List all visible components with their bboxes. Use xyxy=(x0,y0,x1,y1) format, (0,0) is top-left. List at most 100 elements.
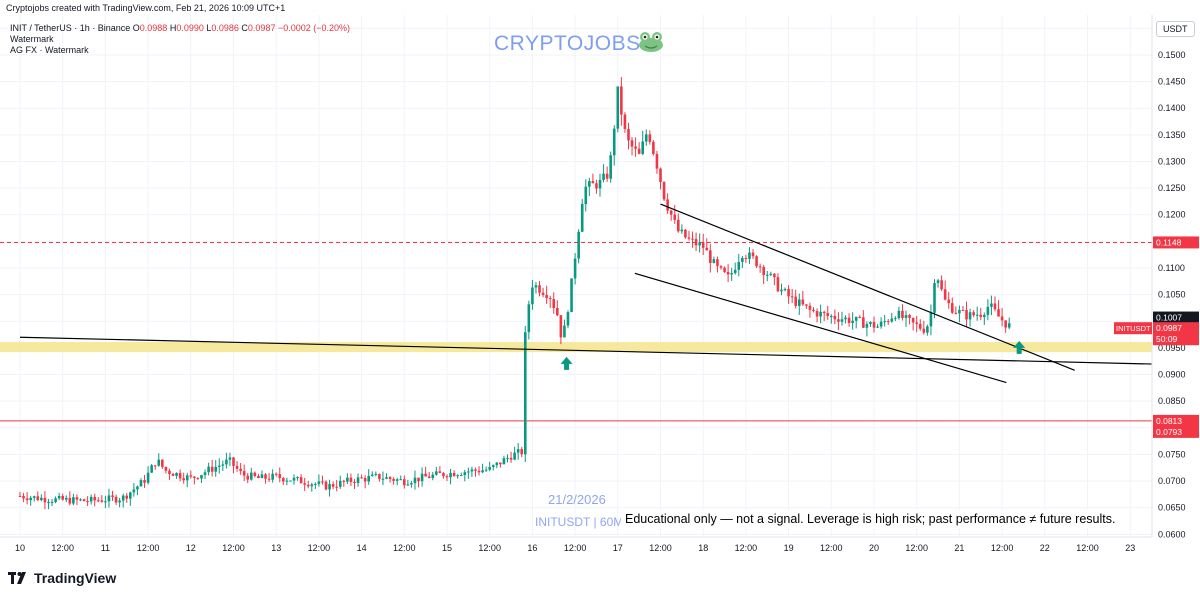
candle-body xyxy=(342,480,346,482)
candle-body xyxy=(136,486,139,490)
candle-body xyxy=(118,500,121,503)
candle-body xyxy=(477,470,481,473)
candle-body xyxy=(705,247,709,251)
level-tag-red-b-bg xyxy=(1153,425,1199,438)
legend-l-label: L xyxy=(206,23,212,33)
time-tick-label: 12:00 xyxy=(137,543,160,553)
tradingview-logo[interactable]: TradingView xyxy=(8,570,116,586)
candle-body xyxy=(801,299,805,305)
candle-body xyxy=(388,477,392,480)
candle-body xyxy=(410,483,413,485)
price-axis-bg xyxy=(1152,15,1200,562)
candle-body xyxy=(655,153,659,169)
candle-body xyxy=(114,496,118,503)
candle-body xyxy=(89,496,93,502)
candle-body xyxy=(25,498,29,501)
candle-body xyxy=(417,477,420,482)
candle-body xyxy=(488,467,491,470)
candle-body xyxy=(566,312,570,326)
candle-body xyxy=(150,465,153,473)
candle-body xyxy=(733,269,737,274)
candle-body xyxy=(207,466,210,473)
candle-body xyxy=(104,501,107,503)
candle-body xyxy=(64,497,68,500)
time-tick-label: 12:00 xyxy=(820,543,843,553)
candle-body xyxy=(139,480,143,487)
time-tick-label: 15 xyxy=(442,543,452,553)
candle-body xyxy=(370,474,374,476)
currency-button[interactable]: USDT xyxy=(1156,21,1195,37)
candle-body xyxy=(616,86,620,129)
candle-body xyxy=(918,323,922,329)
candle-body xyxy=(178,472,182,479)
candle-body xyxy=(467,471,470,473)
candle-body xyxy=(794,296,798,306)
candle-body xyxy=(986,306,990,315)
candle-body xyxy=(299,477,303,484)
price-tick-label: 0.1400 xyxy=(1158,103,1186,113)
candle-body xyxy=(29,497,32,501)
time-tick-label: 12:00 xyxy=(564,543,587,553)
candle-body xyxy=(534,285,538,288)
candle-body xyxy=(612,128,616,156)
legend-close: 0.0987 xyxy=(247,23,276,33)
candle-body xyxy=(235,465,239,469)
candle-body xyxy=(709,250,712,263)
candle-body xyxy=(901,310,904,318)
candle-body xyxy=(741,257,744,262)
chart-area[interactable]: 0.15500.15000.14500.14000.13500.13000.12… xyxy=(0,15,1200,562)
candle-body xyxy=(374,473,378,475)
candle-body xyxy=(851,320,854,324)
candle-body xyxy=(278,474,282,479)
candle-body xyxy=(246,475,250,480)
candle-body xyxy=(72,497,75,504)
time-tick-label: 12:00 xyxy=(1076,543,1099,553)
legend-line-2[interactable]: Watermark xyxy=(10,34,54,44)
candle-body xyxy=(538,285,541,293)
candle-body xyxy=(723,267,726,272)
price-tick-label: 0.0750 xyxy=(1158,449,1186,459)
candle-body xyxy=(282,478,285,482)
candle-body xyxy=(157,459,161,466)
candle-body xyxy=(911,317,915,323)
candle-body xyxy=(292,477,296,481)
candle-body xyxy=(915,322,918,324)
price-tick-label: 0.1050 xyxy=(1158,290,1186,300)
price-axis[interactable]: 0.15500.15000.14500.14000.13500.13000.12… xyxy=(1151,15,1200,562)
candle-body xyxy=(189,475,193,477)
candle-body xyxy=(936,280,940,284)
candle-body xyxy=(214,466,218,472)
candle-body xyxy=(780,289,783,292)
candle-body xyxy=(879,321,883,327)
candle-body xyxy=(75,497,79,500)
candle-body xyxy=(239,468,242,472)
candle-body xyxy=(203,472,207,476)
candle-body xyxy=(869,322,872,325)
candle-body xyxy=(516,449,520,453)
candle-body xyxy=(726,271,730,275)
support-zone-band xyxy=(0,342,1152,353)
candle-body xyxy=(356,477,360,483)
candle-body xyxy=(965,310,968,320)
up-arrow-icon xyxy=(560,356,573,370)
time-axis[interactable]: 10 12:00 11 12:00 12 12:00 13 12:00 14 12:00 15 12:… xyxy=(0,536,1152,553)
candle-body xyxy=(442,472,445,477)
candle-body xyxy=(840,319,844,322)
price-chart[interactable]: 0.15500.15000.14500.14000.13500.13000.12… xyxy=(0,15,1200,562)
candle-body xyxy=(637,148,641,154)
candle-body xyxy=(990,303,993,307)
legend-line-3[interactable]: AG FX · Watermark xyxy=(10,45,89,55)
candle-body xyxy=(1007,323,1011,328)
legend-change: −0.0002 (−0.20%) xyxy=(277,23,351,33)
candle-body xyxy=(666,199,669,211)
candle-body xyxy=(509,457,513,460)
price-tick-label: 0.1100 xyxy=(1158,263,1185,273)
candle-body xyxy=(43,497,47,503)
candle-body xyxy=(595,183,598,189)
candle-body xyxy=(854,316,858,321)
time-tick-label: 22 xyxy=(1040,543,1050,553)
candle-body xyxy=(395,479,399,481)
candle-body xyxy=(335,486,338,488)
candle-body xyxy=(947,299,951,304)
level-tag-red-dashed: 0.1148 xyxy=(1156,237,1182,247)
